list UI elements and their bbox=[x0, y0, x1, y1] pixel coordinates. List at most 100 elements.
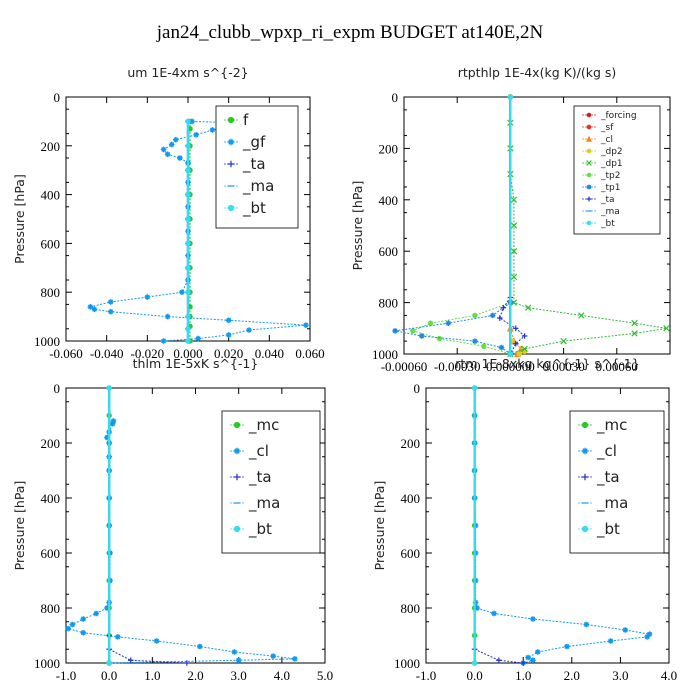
data-point bbox=[500, 304, 507, 311]
data-point bbox=[91, 306, 98, 313]
data-point bbox=[496, 657, 502, 664]
data-point bbox=[225, 317, 232, 324]
data-point bbox=[512, 325, 519, 332]
x-tick-label: 0.040 bbox=[255, 346, 284, 361]
x-tick-label: -0.00060 bbox=[381, 359, 428, 374]
data-point bbox=[184, 660, 190, 666]
data-point bbox=[185, 265, 191, 271]
data-point bbox=[185, 118, 191, 125]
y-tick-label: 400 bbox=[41, 188, 61, 203]
data-point bbox=[185, 313, 191, 320]
x-tick-label: 1.0 bbox=[515, 668, 531, 683]
data-point bbox=[110, 418, 117, 424]
y-tick-label: 1000 bbox=[34, 334, 60, 349]
data-point bbox=[491, 610, 497, 617]
legend-label: _bt bbox=[248, 520, 272, 539]
legend-label: _tp1 bbox=[600, 183, 620, 193]
plot-frame bbox=[425, 387, 670, 664]
x-tick-label: 2.0 bbox=[564, 668, 580, 683]
data-point bbox=[436, 335, 443, 342]
y-tick-label: 400 bbox=[41, 491, 61, 506]
data-point bbox=[303, 322, 309, 328]
legend-label: _forcing bbox=[600, 111, 637, 121]
data-point bbox=[93, 610, 100, 617]
data-point bbox=[185, 167, 191, 173]
x-tick-label: 0.020 bbox=[214, 346, 243, 361]
legend-label: _bt bbox=[596, 520, 620, 539]
data-point bbox=[109, 420, 116, 427]
legend-label: _ta bbox=[242, 155, 266, 174]
x-tick-label: 3.0 bbox=[231, 668, 247, 683]
data-point bbox=[153, 638, 160, 644]
legend-label: _ta bbox=[600, 195, 615, 205]
x-tick-label: -1.0 bbox=[56, 668, 77, 683]
legend-label: _ma bbox=[600, 207, 620, 217]
legend-label: _ta bbox=[596, 468, 620, 487]
panel-title: um 1E-4xm s^{-2} bbox=[127, 65, 248, 80]
data-point bbox=[471, 660, 478, 666]
data-point bbox=[471, 385, 478, 391]
data-point bbox=[530, 616, 536, 622]
data-point bbox=[521, 333, 528, 339]
series-bt bbox=[185, 118, 191, 344]
legend-label: _tp2 bbox=[600, 171, 620, 181]
data-point bbox=[80, 629, 87, 636]
y-tick-label: 1000 bbox=[372, 347, 398, 362]
data-point bbox=[472, 338, 478, 344]
series-line bbox=[108, 635, 187, 664]
chart-panel-2: rtpthlp 1E-4x(kg K)/(kg s) Pressure [hPa]… bbox=[350, 65, 671, 374]
data-point bbox=[195, 335, 201, 342]
data-point bbox=[418, 333, 425, 339]
data-point bbox=[235, 657, 242, 664]
data-point bbox=[496, 315, 503, 321]
y-axis-label: Pressure [hPa] bbox=[12, 174, 27, 264]
x-tick-label: 0.0 bbox=[101, 668, 117, 683]
data-point bbox=[185, 191, 191, 198]
data-point bbox=[185, 326, 191, 332]
x-tick-label: -0.00030 bbox=[434, 359, 481, 374]
series-line bbox=[509, 122, 667, 355]
data-point bbox=[193, 132, 199, 138]
data-point bbox=[185, 143, 191, 149]
x-tick-label: 0.0 bbox=[466, 668, 482, 683]
data-point bbox=[144, 294, 151, 300]
x-tick-label: -0.060 bbox=[49, 346, 83, 361]
data-point bbox=[524, 304, 532, 311]
data-point bbox=[498, 344, 505, 351]
data-point bbox=[80, 616, 87, 622]
data-point bbox=[106, 660, 112, 666]
y-tick-label: 800 bbox=[401, 601, 421, 616]
data-point bbox=[560, 337, 567, 345]
data-point bbox=[185, 338, 191, 344]
legend-label: _dp2 bbox=[600, 147, 623, 157]
data-point bbox=[516, 351, 522, 357]
x-tick-label: 1.0 bbox=[144, 668, 160, 683]
data-point bbox=[622, 627, 629, 633]
y-tick-label: 600 bbox=[41, 236, 61, 251]
x-tick-label: 2.0 bbox=[187, 668, 203, 683]
y-axis-label: Pressure [hPa] bbox=[372, 481, 387, 571]
legend-label: _bt bbox=[600, 219, 615, 229]
data-point bbox=[445, 320, 452, 326]
legend-label: f bbox=[243, 111, 249, 129]
data-point bbox=[291, 656, 298, 662]
series-line bbox=[474, 648, 524, 664]
data-point bbox=[115, 634, 121, 640]
legend-label: _sf bbox=[600, 123, 614, 133]
data-point bbox=[583, 621, 590, 628]
data-point bbox=[164, 313, 171, 320]
y-tick-label: 400 bbox=[401, 491, 421, 506]
data-point bbox=[510, 273, 518, 281]
y-tick-label: 600 bbox=[401, 546, 421, 561]
series-bt bbox=[471, 385, 478, 666]
data-point bbox=[474, 605, 480, 611]
data-point bbox=[507, 94, 514, 100]
x-tick-label: 0.060 bbox=[295, 346, 324, 361]
data-point bbox=[512, 340, 519, 347]
x-tick-label: -0.040 bbox=[90, 346, 124, 361]
y-axis-label: Pressure [hPa] bbox=[12, 481, 27, 571]
y-tick-label: 400 bbox=[379, 193, 399, 208]
data-point bbox=[197, 643, 203, 650]
data-point bbox=[173, 136, 179, 143]
